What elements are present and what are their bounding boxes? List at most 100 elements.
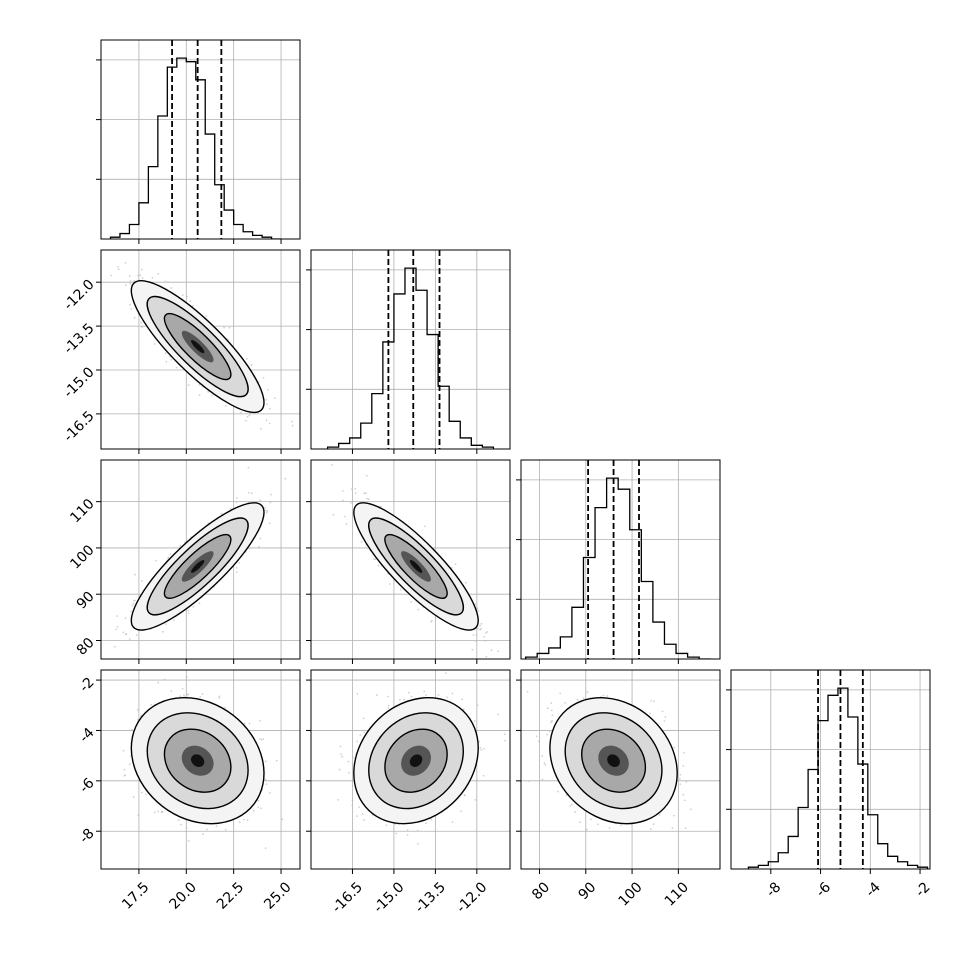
scatter-point <box>260 427 262 430</box>
scatter-point <box>579 821 582 824</box>
scatter-point <box>116 266 119 268</box>
scatter-point <box>682 765 685 767</box>
scatter-point <box>173 619 176 621</box>
scatter-point <box>387 704 390 707</box>
scatter-point <box>350 488 353 490</box>
x-tick-label: 25.0 <box>261 879 294 912</box>
scatter-point <box>365 474 368 477</box>
scatter-point <box>423 690 426 693</box>
scatter-point <box>484 639 487 642</box>
scatter-point <box>198 383 201 386</box>
scatter-point <box>187 384 190 386</box>
scatter-point <box>620 824 622 826</box>
plot-area <box>311 670 510 869</box>
axes-frame <box>520 669 721 870</box>
x-tick-label: -16.5 <box>329 879 366 916</box>
scatter-point <box>574 811 576 813</box>
scatter-point <box>247 466 250 469</box>
scatter-point <box>199 696 202 698</box>
scatter-point <box>576 698 579 701</box>
scatter-point <box>133 316 136 319</box>
scatter-point <box>451 692 454 695</box>
panel-hist-p2 <box>306 249 511 454</box>
y-tick-label: 80 <box>74 635 98 659</box>
scatter-point <box>145 793 147 796</box>
scatter-point <box>257 806 260 808</box>
plot-area <box>311 460 510 659</box>
scatter-point <box>331 464 333 466</box>
scatter-point <box>265 509 268 512</box>
scatter-point <box>187 612 190 615</box>
scatter-point <box>437 694 440 696</box>
scatter-point <box>192 606 195 608</box>
scatter-point <box>372 558 375 560</box>
scatter-point <box>406 834 409 836</box>
x-tick-label: 100 <box>615 879 645 909</box>
plot-area <box>521 670 720 869</box>
scatter-point <box>497 650 500 653</box>
scatter-point <box>220 512 223 515</box>
scatter-point <box>183 694 185 697</box>
scatter-point <box>192 305 194 307</box>
panel-p1-p2: -12.0 -13.5 -15.0 -16.5 <box>61 249 301 454</box>
scatter-point <box>473 720 476 723</box>
scatter-point <box>399 699 401 701</box>
scatter-point <box>167 281 169 284</box>
axes-frame <box>310 459 511 660</box>
scatter-point <box>483 635 485 638</box>
scatter-point <box>201 693 204 695</box>
scatter-point <box>476 704 479 707</box>
scatter-point <box>366 497 368 500</box>
scatter-point <box>354 488 356 490</box>
scatter-point <box>224 706 227 709</box>
density-peak <box>409 560 423 573</box>
scatter-point <box>569 805 572 807</box>
scatter-point <box>243 818 245 821</box>
scatter-point <box>362 819 365 821</box>
scatter-point <box>186 694 189 696</box>
scatter-point <box>187 609 190 612</box>
scatter-point <box>259 499 262 502</box>
scatter-point <box>139 274 142 276</box>
plot-area <box>101 250 300 449</box>
scatter-point <box>425 694 427 696</box>
scatter-point <box>526 690 529 693</box>
scatter-point <box>352 756 355 759</box>
scatter-point <box>181 688 184 690</box>
scatter-point <box>187 840 190 842</box>
scatter-point <box>649 712 651 715</box>
scatter-point <box>344 515 346 518</box>
scatter-point <box>606 695 609 697</box>
x-tick-label: 20.0 <box>167 879 200 912</box>
scatter-point <box>162 630 164 633</box>
scatter-point <box>424 525 426 528</box>
y-tick-label: 100 <box>67 542 97 572</box>
scatter-point <box>685 780 688 783</box>
scatter-point <box>377 564 380 567</box>
scatter-point <box>365 492 367 495</box>
scatter-point <box>358 806 360 808</box>
scatter-point <box>235 497 238 499</box>
scatter-point <box>342 490 344 492</box>
scatter-point <box>264 507 267 509</box>
scatter-point <box>170 358 173 361</box>
scatter-point <box>235 501 238 504</box>
scatter-point <box>682 793 685 796</box>
scatter-point <box>548 730 551 733</box>
scatter-point <box>140 714 143 717</box>
scatter-point <box>399 588 402 591</box>
histogram-bars <box>326 267 495 449</box>
scatter-point <box>170 287 173 289</box>
scatter-point <box>135 634 138 636</box>
scatter-point <box>129 282 131 285</box>
scatter-point <box>478 740 481 743</box>
scatter-point <box>504 739 507 742</box>
scatter-point <box>228 326 231 329</box>
scatter-point <box>132 796 135 799</box>
scatter-point <box>116 615 118 617</box>
y-tick-label: -6 <box>76 775 97 796</box>
scatter-point <box>223 326 226 329</box>
scatter-point <box>354 492 357 495</box>
scatter-point <box>582 697 585 700</box>
scatter-point <box>476 607 479 609</box>
